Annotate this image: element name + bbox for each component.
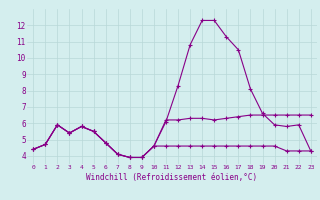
X-axis label: Windchill (Refroidissement éolien,°C): Windchill (Refroidissement éolien,°C) (86, 173, 258, 182)
